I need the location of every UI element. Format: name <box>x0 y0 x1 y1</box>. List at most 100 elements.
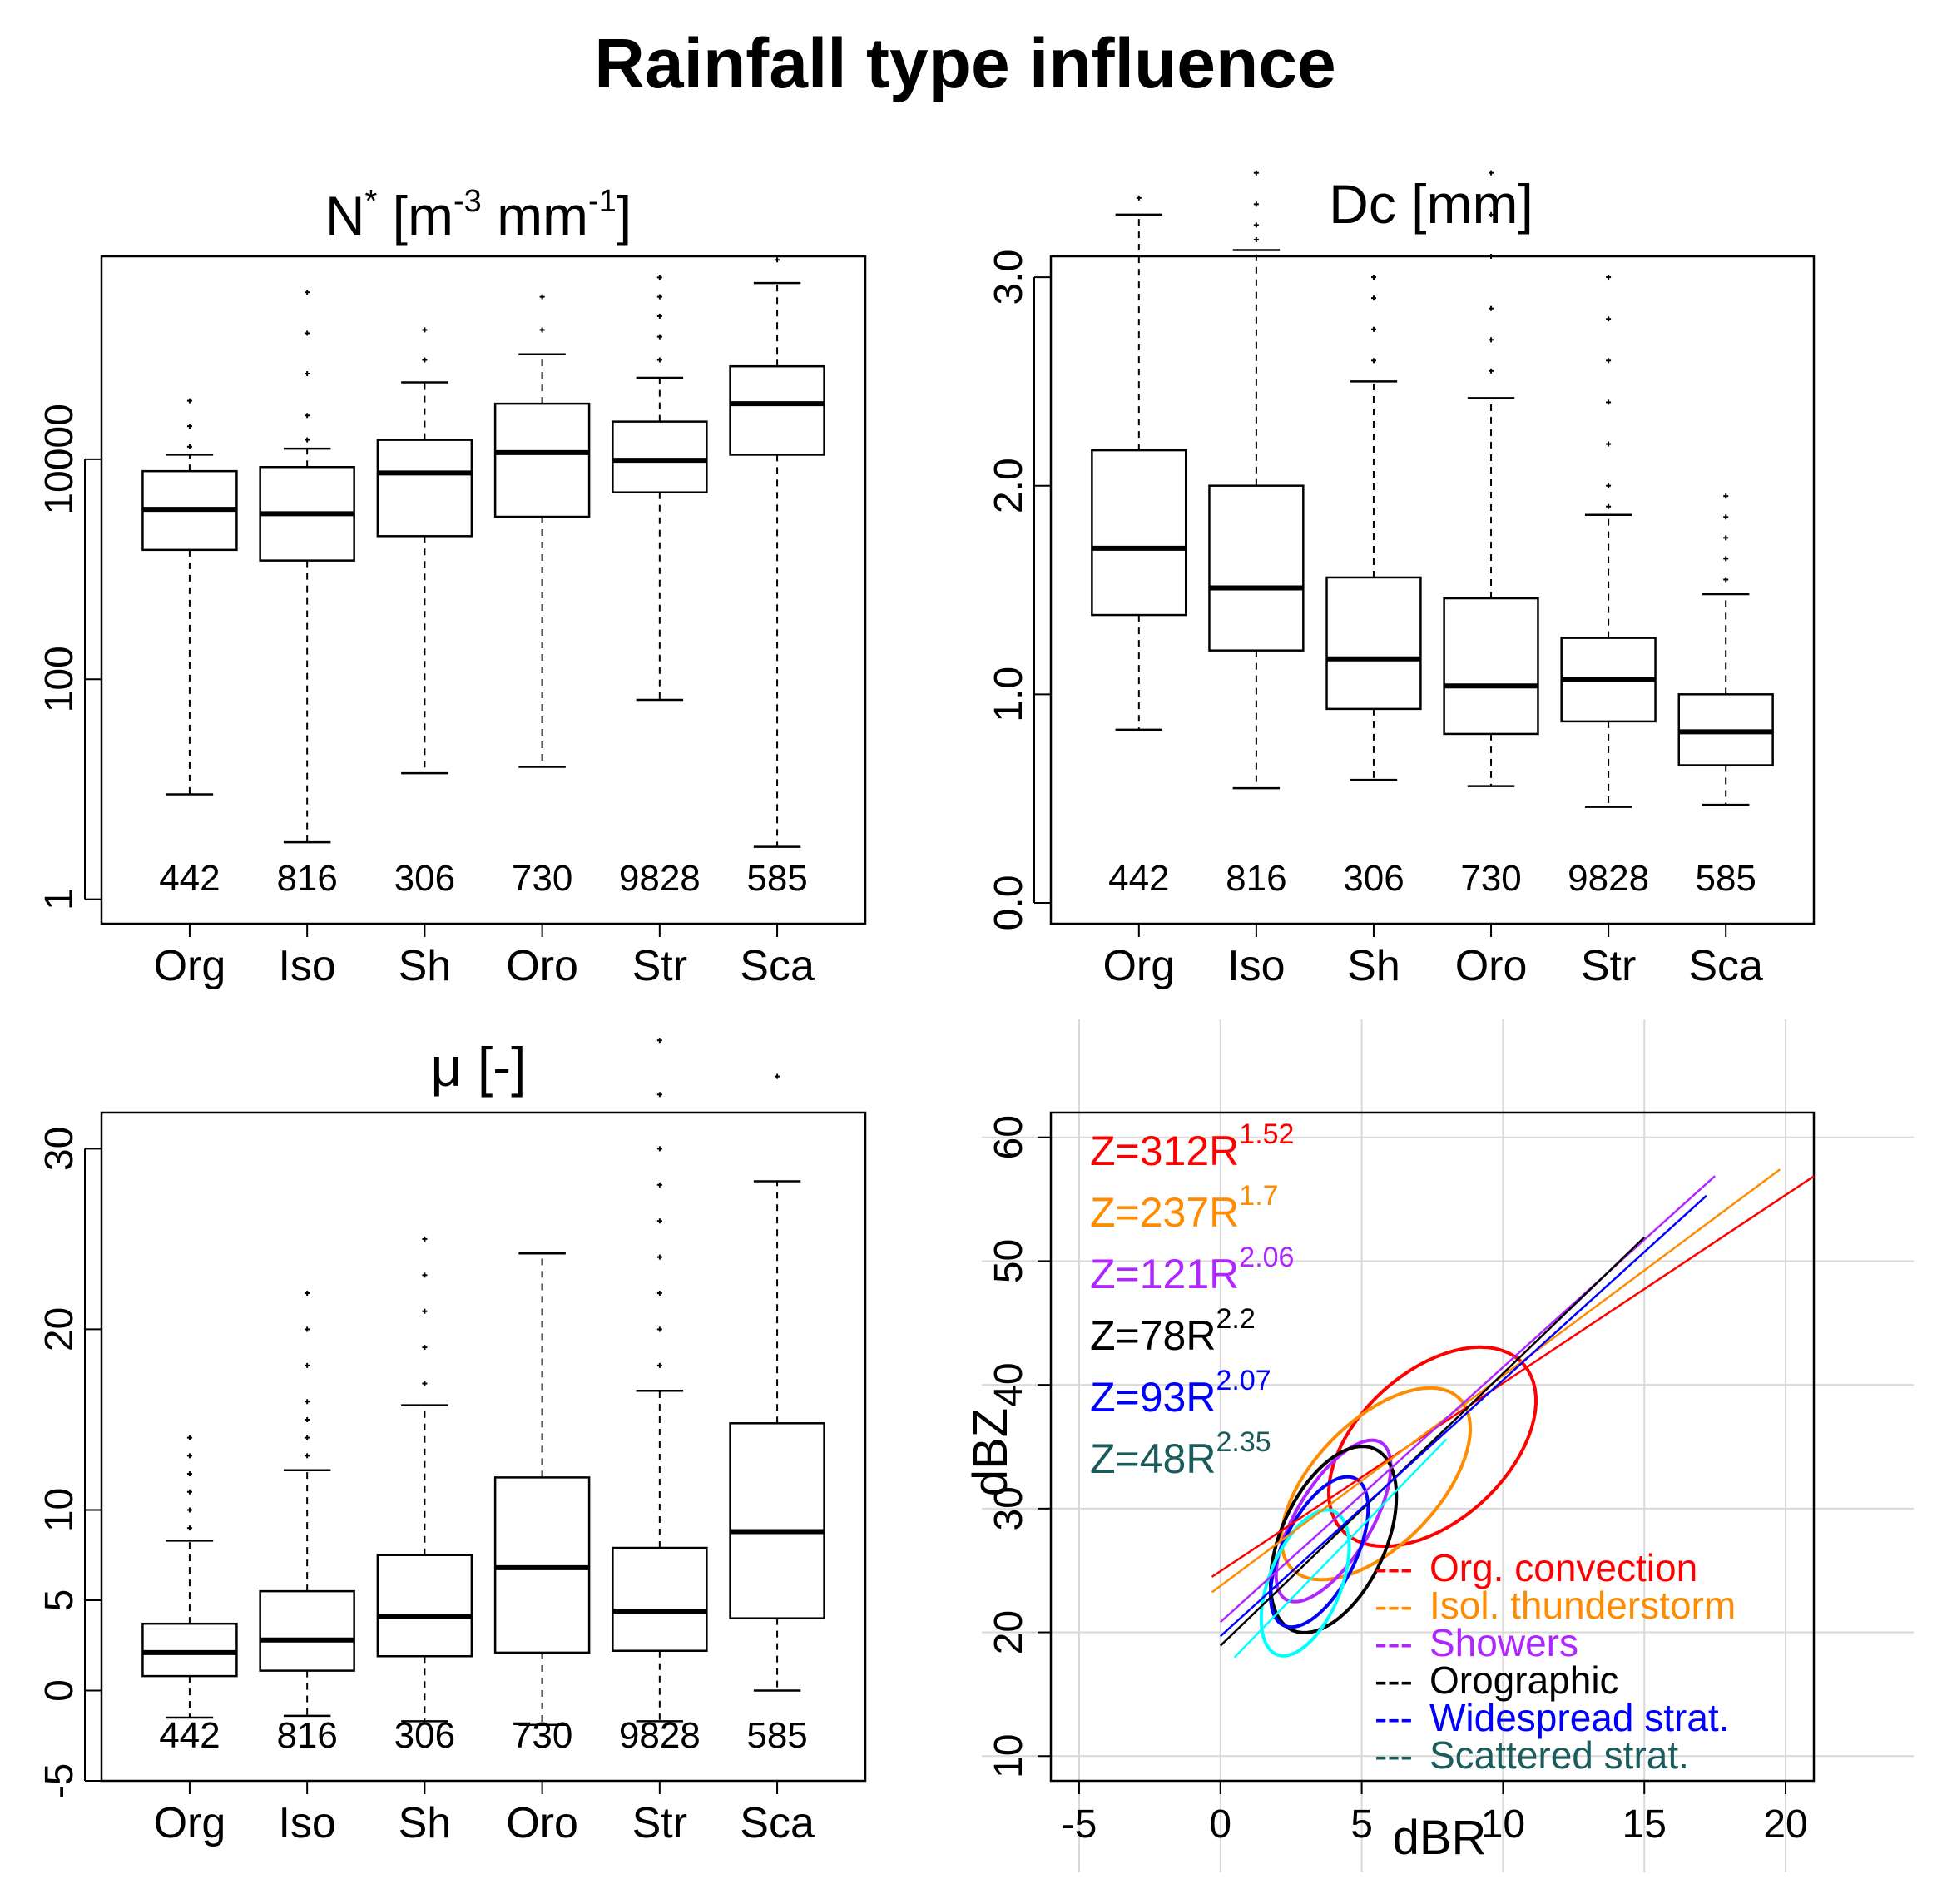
category-label: Oro <box>506 1799 578 1847</box>
y-tick-label: 20 <box>987 1610 1031 1654</box>
y-tick-label: -5 <box>37 1763 82 1799</box>
category-label: Sh <box>399 1799 452 1847</box>
zr-line-str <box>1219 1194 1707 1638</box>
zr-relation-exponent: 2.2 <box>1216 1303 1255 1335</box>
box <box>1208 484 1305 652</box>
x-axis-label: dBR <box>1393 1811 1487 1865</box>
plot-frame <box>1049 255 1816 925</box>
category-label: Iso <box>1227 942 1285 990</box>
category-label: Org <box>154 1799 226 1847</box>
y-tick-label: 50 <box>987 1239 1031 1283</box>
ellipse-str <box>1268 1475 1370 1629</box>
panel-title-dc: Dc [mm] <box>1329 173 1533 235</box>
y-tick-label: 60 <box>987 1115 1031 1159</box>
y-tick-label: 3.0 <box>987 250 1031 305</box>
y-tick-label: 100 <box>37 646 82 712</box>
sample-count: 306 <box>1343 858 1404 899</box>
plot-frame <box>100 1111 867 1783</box>
zr-line-oro <box>1219 1236 1646 1647</box>
zr-relation-label: Z=48R2.35 <box>1090 1426 1271 1482</box>
y-tick-label: 5 <box>37 1589 82 1612</box>
x-tick-label: 0 <box>1209 1802 1231 1847</box>
legend-label: Scattered strat. <box>1429 1733 1689 1777</box>
legend-prefix: --- <box>1375 1584 1413 1627</box>
ellipse-org <box>1326 1345 1538 1549</box>
box <box>141 1622 238 1678</box>
y-tick-label: 10 <box>987 1734 1031 1778</box>
y-tick-label: 1.0 <box>987 667 1031 722</box>
sample-count: 730 <box>1460 858 1521 899</box>
box <box>376 1554 473 1658</box>
category-label: Sca <box>740 942 815 990</box>
category-label: Oro <box>1455 942 1528 990</box>
y-tick-label: 40 <box>987 1362 1031 1406</box>
box <box>1091 449 1187 617</box>
category-label: Str <box>632 1799 687 1847</box>
sample-count: 442 <box>159 1715 220 1756</box>
zr-relation-exponent: 1.7 <box>1239 1180 1278 1212</box>
x-tick-label: 20 <box>1763 1802 1807 1847</box>
legend-label: Isol. thunderstorm <box>1429 1584 1736 1627</box>
y-tick-label: 20 <box>37 1307 82 1351</box>
category-label: Sh <box>399 942 452 990</box>
sample-count: 9828 <box>1568 858 1649 899</box>
sample-count: 442 <box>159 858 220 899</box>
legend-label: Widespread strat. <box>1429 1696 1729 1739</box>
sample-count: 585 <box>746 1715 807 1756</box>
category-label: Org <box>1102 942 1175 990</box>
panel-z-r: -5 0 5 10 15 20102030405060dBRdBZZ=312R1.52Z=… <box>964 1019 1914 1872</box>
zr-relation-base: Z=237R <box>1090 1189 1239 1236</box>
box <box>729 364 825 456</box>
panel-mu: μ [-] -505102030Org442Iso816Sh306Oro730S… <box>37 1036 867 1847</box>
y-tick-label: 30 <box>987 1486 1031 1530</box>
y-tick-label: 0 <box>37 1679 82 1702</box>
sample-count: 585 <box>1695 858 1756 899</box>
category-label: Sh <box>1347 942 1400 990</box>
legend-prefix: --- <box>1375 1696 1413 1739</box>
zr-relation-exponent: 2.35 <box>1216 1426 1271 1458</box>
box <box>493 1476 591 1654</box>
box <box>1443 597 1539 736</box>
zr-relation-exponent: 1.52 <box>1239 1118 1294 1150</box>
category-label: Iso <box>278 1799 335 1847</box>
box <box>493 402 591 518</box>
category-label: Str <box>1581 942 1636 990</box>
category-label: Sca <box>740 1799 815 1847</box>
category-label: Str <box>632 942 687 990</box>
plot-frame <box>1049 1111 1816 1783</box>
box <box>259 1589 355 1672</box>
plot-frame <box>100 255 867 925</box>
x-tick-label: 10 <box>1481 1802 1525 1847</box>
legend-prefix: --- <box>1375 1659 1413 1702</box>
zr-relation-label: Z=312R1.52 <box>1090 1118 1294 1174</box>
sample-count: 9828 <box>619 858 701 899</box>
box <box>729 1422 825 1619</box>
y-axis-label: dBZ <box>964 1408 1018 1496</box>
sample-count: 816 <box>1226 858 1286 899</box>
panel-title-mu: μ [-] <box>430 1036 526 1098</box>
zr-relation-exponent: 2.06 <box>1239 1242 1294 1273</box>
zr-relation-label: Z=237R1.7 <box>1090 1180 1279 1236</box>
y-tick-label: 10000 <box>37 404 82 514</box>
y-tick-label: 2.0 <box>987 458 1031 513</box>
category-label: Sca <box>1688 942 1763 990</box>
sample-count: 442 <box>1108 858 1169 899</box>
y-tick-label: 30 <box>37 1127 82 1171</box>
figure-title: Rainfall type influence <box>594 24 1336 102</box>
legend-label: Showers <box>1429 1621 1578 1664</box>
zr-relation-label: Z=121R2.06 <box>1090 1242 1294 1297</box>
zr-relation-base: Z=93R <box>1090 1374 1216 1421</box>
sample-count: 585 <box>746 858 807 899</box>
panel-dc: Dc [mm] 0.0 1.0 2.0 3.0 Org 442 Iso 816 Sh 306 Oro… <box>987 170 1816 990</box>
zr-relation-base: Z=312R <box>1090 1128 1239 1174</box>
zr-line-sca <box>1233 1438 1448 1659</box>
sample-count: 816 <box>276 858 337 899</box>
category-label: Oro <box>506 942 578 990</box>
sample-count: 306 <box>394 858 455 899</box>
panel-title-n-star: N* [m-3 mm-1] <box>325 184 632 246</box>
legend-prefix: --- <box>1375 1621 1413 1664</box>
legend-prefix: --- <box>1375 1546 1413 1589</box>
y-tick-label: 0.0 <box>987 875 1031 931</box>
zr-relation-base: Z=121R <box>1090 1251 1239 1297</box>
zr-relation-label: Z=78R2.2 <box>1090 1303 1256 1359</box>
